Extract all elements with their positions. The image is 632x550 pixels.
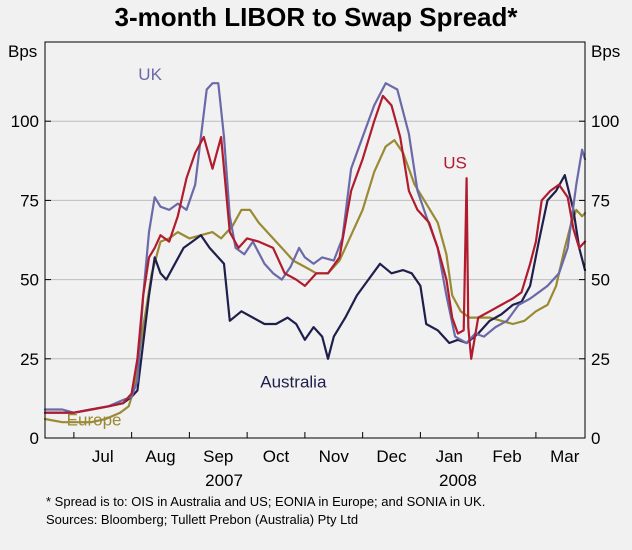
y-ticks-right: 0 25 50 75 100 <box>579 112 619 448</box>
x-month-label: Oct <box>263 447 290 466</box>
x-month-label: Aug <box>145 447 175 466</box>
x-month-labels: Jul Aug Sep Oct Nov Dec Jan Feb Mar <box>92 447 580 466</box>
x-month-label: Sep <box>203 447 233 466</box>
footnote-sources: Sources: Bloomberg; Tullett Prebon (Aust… <box>46 512 359 527</box>
series-label-australia: Australia <box>260 372 327 391</box>
series-label-us: US <box>443 154 467 173</box>
series-line-australia <box>43 174 587 414</box>
series-line-uk <box>43 82 587 414</box>
x-year-labels: 2007 2008 <box>205 471 477 490</box>
series-labels: UK US Australia Europe <box>67 65 467 429</box>
x-month-label: Jan <box>436 447 463 466</box>
x-month-label: Dec <box>376 447 407 466</box>
y-tick-label-left: 75 <box>20 191 39 210</box>
series-label-europe: Europe <box>67 410 122 429</box>
y-tick-label-left: 50 <box>20 271 39 290</box>
x-year-label: 2008 <box>439 471 477 490</box>
y-axis-label-right: Bps <box>591 42 620 61</box>
x-month-label: Jul <box>92 447 114 466</box>
footnotes: * Spread is to: OIS in Australia and US;… <box>46 493 626 529</box>
x-month-label: Mar <box>550 447 580 466</box>
gridlines <box>45 120 585 360</box>
y-tick-label-right: 25 <box>591 350 610 369</box>
y-tick-label-left: 25 <box>20 350 39 369</box>
y-tick-label-right: 100 <box>591 112 619 131</box>
footnote-spread: * Spread is to: OIS in Australia and US;… <box>46 494 486 509</box>
x-month-label: Feb <box>492 447 521 466</box>
series-line-us <box>43 94 587 414</box>
x-ticks <box>73 432 537 438</box>
y-tick-label-right: 75 <box>591 191 610 210</box>
y-axis-label-left: Bps <box>8 42 37 61</box>
y-tick-label-right: 0 <box>591 429 600 448</box>
plot-frame <box>44 41 586 439</box>
series-label-uk: UK <box>138 65 162 84</box>
y-tick-label-right: 50 <box>591 271 610 290</box>
x-month-label: Nov <box>319 447 350 466</box>
y-ticks-left: 0 25 50 75 100 <box>11 112 51 448</box>
chart-title: 3-month LIBOR to Swap Spread* <box>114 2 518 32</box>
series-lines <box>43 82 587 424</box>
y-tick-label-left: 0 <box>30 429 39 448</box>
x-year-label: 2007 <box>205 471 243 490</box>
y-tick-label-left: 100 <box>11 112 39 131</box>
